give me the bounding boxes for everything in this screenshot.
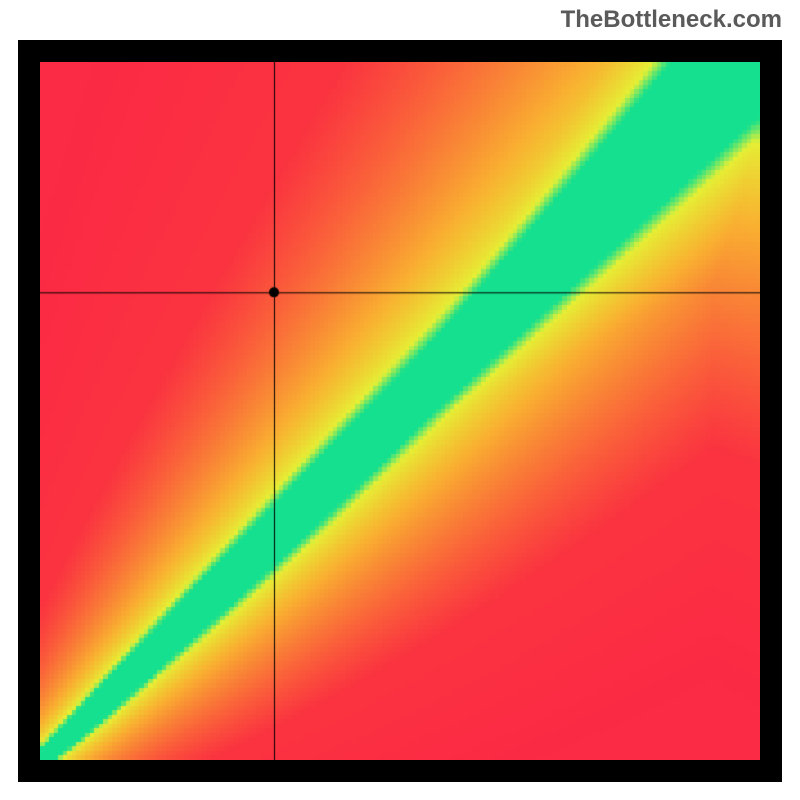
plot-area — [40, 62, 760, 760]
watermark-text: TheBottleneck.com — [561, 6, 782, 34]
root-container: TheBottleneck.com — [0, 0, 800, 800]
chart-frame — [18, 40, 782, 782]
heatmap-canvas — [40, 62, 760, 760]
